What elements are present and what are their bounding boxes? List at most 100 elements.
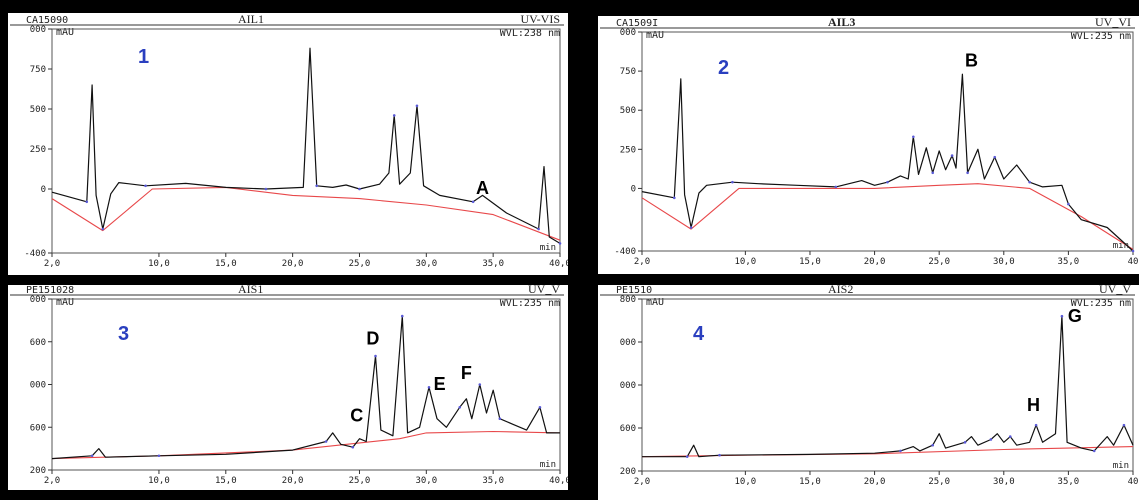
x-tick-label: 15,0 bbox=[799, 477, 821, 487]
detector-label: UV-VIS bbox=[520, 13, 560, 26]
y-tick-label: 800 bbox=[620, 295, 636, 305]
peak-marker bbox=[899, 449, 902, 453]
y-tick-label: 000 bbox=[620, 381, 636, 391]
peak-marker bbox=[315, 184, 318, 188]
x-tick-label: 20,0 bbox=[282, 259, 304, 269]
run-code: PE151028 bbox=[26, 285, 74, 296]
x-tick-label: 2,0 bbox=[44, 476, 60, 486]
x-tick-label: 40,0 bbox=[549, 476, 568, 486]
wavelength-label: WVL:238 nm bbox=[500, 28, 560, 39]
sample-name: AIL1 bbox=[238, 13, 264, 26]
x-tick-label: 35,0 bbox=[482, 476, 504, 486]
y-tick-label: 000 bbox=[30, 381, 46, 391]
x-unit-label: min bbox=[1113, 241, 1129, 251]
peak-marker bbox=[478, 383, 482, 386]
y-unit-label: mAU bbox=[56, 297, 74, 308]
plot-frame bbox=[641, 31, 1134, 252]
x-tick-label: 20,0 bbox=[864, 257, 886, 267]
peak-marker bbox=[1122, 423, 1126, 427]
y-unit-label: mAU bbox=[646, 30, 664, 41]
peak-label: C bbox=[350, 406, 363, 426]
peak-marker bbox=[673, 196, 676, 200]
peak-marker bbox=[392, 114, 396, 117]
peak-marker bbox=[931, 171, 935, 175]
peak-marker bbox=[731, 180, 734, 184]
run-code: CA15090 bbox=[26, 15, 68, 26]
peak-marker bbox=[400, 314, 404, 318]
y-tick-label: 0 bbox=[41, 185, 46, 195]
x-tick-label: 30,0 bbox=[993, 257, 1015, 267]
y-tick-label: -400 bbox=[24, 249, 46, 259]
panel-number: 1 bbox=[138, 46, 149, 68]
peak-marker bbox=[966, 171, 969, 175]
peak-label: G bbox=[1068, 306, 1082, 326]
peak-marker bbox=[1060, 314, 1064, 318]
trace-line bbox=[51, 47, 561, 244]
peak-marker bbox=[886, 180, 889, 184]
x-tick-label: 10,0 bbox=[735, 477, 757, 487]
peak-marker bbox=[264, 187, 268, 191]
peak-marker bbox=[1028, 180, 1031, 184]
chromatogram-panel-2: CA1509I AIL3 UV_VI mAU WVL:235 nm 000 750 500 25… bbox=[598, 16, 1139, 274]
detector-label: UV_V bbox=[1099, 285, 1131, 296]
peak-marker bbox=[415, 104, 419, 108]
peak-marker bbox=[498, 417, 502, 420]
y-unit-label: mAU bbox=[646, 297, 664, 308]
x-tick-label: 30,0 bbox=[993, 477, 1015, 487]
peak-marker bbox=[1092, 449, 1096, 453]
peak-marker bbox=[351, 445, 355, 449]
wavelength-label: WVL:235 nm bbox=[500, 298, 560, 309]
trace-line bbox=[51, 315, 560, 460]
x-tick-label: 10,0 bbox=[148, 476, 170, 486]
y-tick-label: 000 bbox=[30, 25, 46, 35]
run-code: CA1509I bbox=[616, 18, 658, 29]
sample-name: AIL3 bbox=[828, 16, 855, 29]
peak-marker bbox=[1034, 423, 1038, 427]
peak-marker bbox=[471, 200, 475, 204]
x-tick-label: 35,0 bbox=[1058, 257, 1080, 267]
peak-label: H bbox=[1027, 395, 1040, 415]
peak-label: A bbox=[476, 178, 489, 198]
detector-label: UV_VI bbox=[1095, 16, 1131, 29]
peak-marker bbox=[85, 200, 89, 204]
chromatogram-panel-3: PE151028 AIS1 UV_V mAU WVL:235 nm 000 600 000 60… bbox=[8, 285, 568, 490]
peak-marker bbox=[834, 185, 838, 189]
x-tick-label: 20,0 bbox=[864, 477, 886, 487]
peak-marker bbox=[685, 455, 689, 458]
baseline-line bbox=[51, 430, 561, 460]
peak-label: D bbox=[366, 329, 379, 349]
y-tick-label: 750 bbox=[30, 65, 46, 75]
x-tick-label: 25,0 bbox=[349, 259, 371, 269]
plot-frame bbox=[641, 298, 1134, 472]
x-tick-label: 25,0 bbox=[349, 476, 371, 486]
trace-line bbox=[642, 315, 1134, 458]
x-tick-label: 25,0 bbox=[928, 477, 950, 487]
peak-marker bbox=[324, 440, 328, 443]
peak-label: F bbox=[461, 363, 472, 383]
peak-label: E bbox=[434, 374, 446, 394]
y-unit-label: mAU bbox=[56, 27, 74, 38]
peak-marker bbox=[90, 454, 94, 458]
y-tick-label: 500 bbox=[620, 106, 636, 116]
chromatogram-panel-1: CA15090 AIL1 UV-VIS mAU WVL:238 nm 000 750 500 2… bbox=[8, 13, 568, 275]
peak-marker bbox=[358, 187, 361, 191]
sample-name: AIS1 bbox=[238, 285, 263, 296]
y-tick-label: 000 bbox=[30, 295, 46, 305]
y-tick-label: 200 bbox=[30, 466, 46, 476]
chromatogram-1: CA15090 AIL1 UV-VIS mAU WVL:238 nm 000 750 500 2… bbox=[10, 13, 568, 269]
detector-label: UV_V bbox=[528, 285, 560, 296]
x-tick-label: 40 bbox=[1128, 257, 1139, 267]
x-tick-label: 15,0 bbox=[799, 257, 821, 267]
baseline-line bbox=[641, 183, 1134, 250]
x-tick-label: 15,0 bbox=[215, 476, 237, 486]
peak-marker bbox=[1131, 249, 1135, 253]
chromatogram-3: PE151028 AIS1 UV_V mAU WVL:235 nm 000 600 000 60… bbox=[10, 285, 568, 486]
x-unit-label: min bbox=[540, 460, 556, 470]
peak-label: B bbox=[965, 50, 978, 70]
x-tick-label: 25,0 bbox=[928, 257, 950, 267]
peak-marker bbox=[1067, 202, 1070, 206]
x-tick-label: 2,0 bbox=[44, 259, 60, 269]
x-tick-label: 30,0 bbox=[415, 259, 437, 269]
peak-marker bbox=[963, 441, 967, 444]
wavelength-label: WVL:235 nm bbox=[1071, 298, 1131, 309]
